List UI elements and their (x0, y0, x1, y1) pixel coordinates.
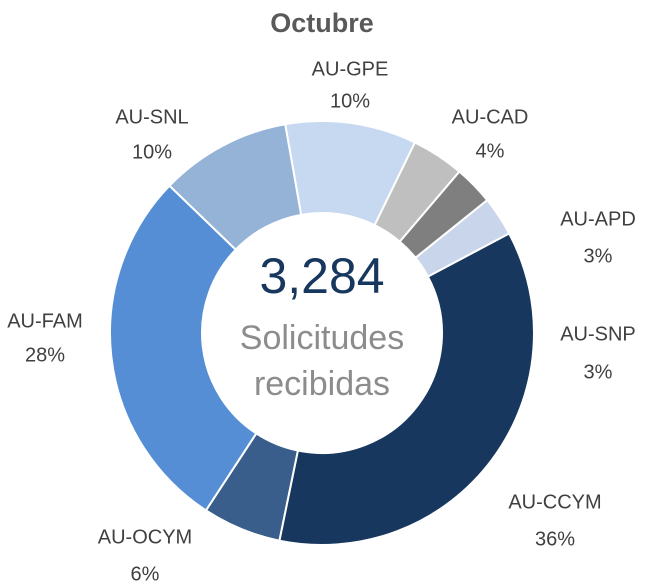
slice-label: AU-SNP (560, 323, 636, 345)
center-caption: Solicitudes (240, 319, 404, 357)
center-total: 3,284 (259, 248, 384, 304)
slice-label: AU-CAD (452, 106, 529, 128)
slice-label: AU-APD (560, 208, 636, 230)
slice-label: AU-FAM (7, 310, 83, 332)
slice-value-label: 4% (476, 140, 505, 162)
center-caption: recibidas (254, 365, 390, 403)
slice-label: AU-SNL (115, 106, 188, 128)
donut-slice (109, 184, 258, 512)
slice-value-label: 36% (535, 528, 575, 550)
slice-value-label: 3% (584, 361, 613, 383)
slice-value-label: 28% (25, 344, 65, 366)
slice-value-label: 10% (132, 141, 172, 163)
slice-value-label: 10% (330, 90, 370, 112)
slice-value-label: 6% (131, 563, 160, 585)
chart-title: Octubre (270, 8, 374, 38)
slice-label: AU-OCYM (98, 526, 192, 548)
donut-slice (278, 232, 535, 546)
slice-label: AU-CCYM (508, 491, 601, 513)
donut-slice (168, 123, 303, 252)
slice-value-label: 3% (584, 245, 613, 267)
slice-label: AU-GPE (312, 58, 389, 80)
